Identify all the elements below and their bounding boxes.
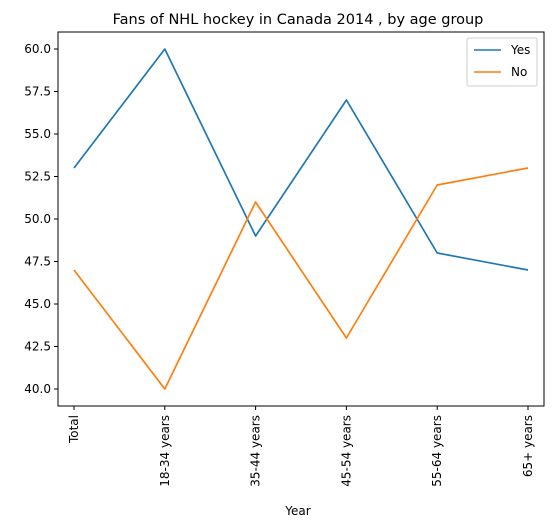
x-tick-label: 55-64 years — [430, 415, 444, 487]
x-tick-label: 18-34 years — [158, 415, 172, 487]
y-tick-label: 42.5 — [24, 340, 51, 354]
x-tick-label: 35-44 years — [249, 415, 263, 487]
y-axis: 40.0 42.5 45.0 47.5 50.0 52.5 55.0 57.5 60.0 — [24, 42, 58, 396]
series-lines — [73, 48, 529, 390]
y-tick-label: 60.0 — [24, 42, 51, 56]
series-line-yes — [73, 48, 529, 271]
x-tick-label: 65+ years — [521, 415, 535, 477]
y-tick-label: 52.5 — [24, 170, 51, 184]
plot-area — [57, 31, 545, 407]
legend-label-no: No — [511, 65, 527, 79]
x-tick-label: Total — [67, 415, 81, 444]
x-axis-label: Year — [284, 504, 310, 518]
y-tick-label: 40.0 — [24, 382, 51, 396]
y-tick-label: 50.0 — [24, 212, 51, 226]
y-tick-label: 45.0 — [24, 297, 51, 311]
series-line-no — [73, 167, 529, 390]
x-tick-label: 45-54 years — [339, 415, 353, 487]
y-tick-label: 55.0 — [24, 127, 51, 141]
legend: Yes No — [466, 37, 538, 87]
y-tick-label: 47.5 — [24, 255, 51, 269]
x-axis: Total 18-34 years 35-44 years 45-54 years 55… — [67, 406, 535, 487]
chart-title: Fans of NHL hockey in Canada 2014 , by a… — [113, 12, 484, 28]
y-tick-label: 57.5 — [24, 85, 51, 99]
legend-label-yes: Yes — [510, 43, 530, 57]
